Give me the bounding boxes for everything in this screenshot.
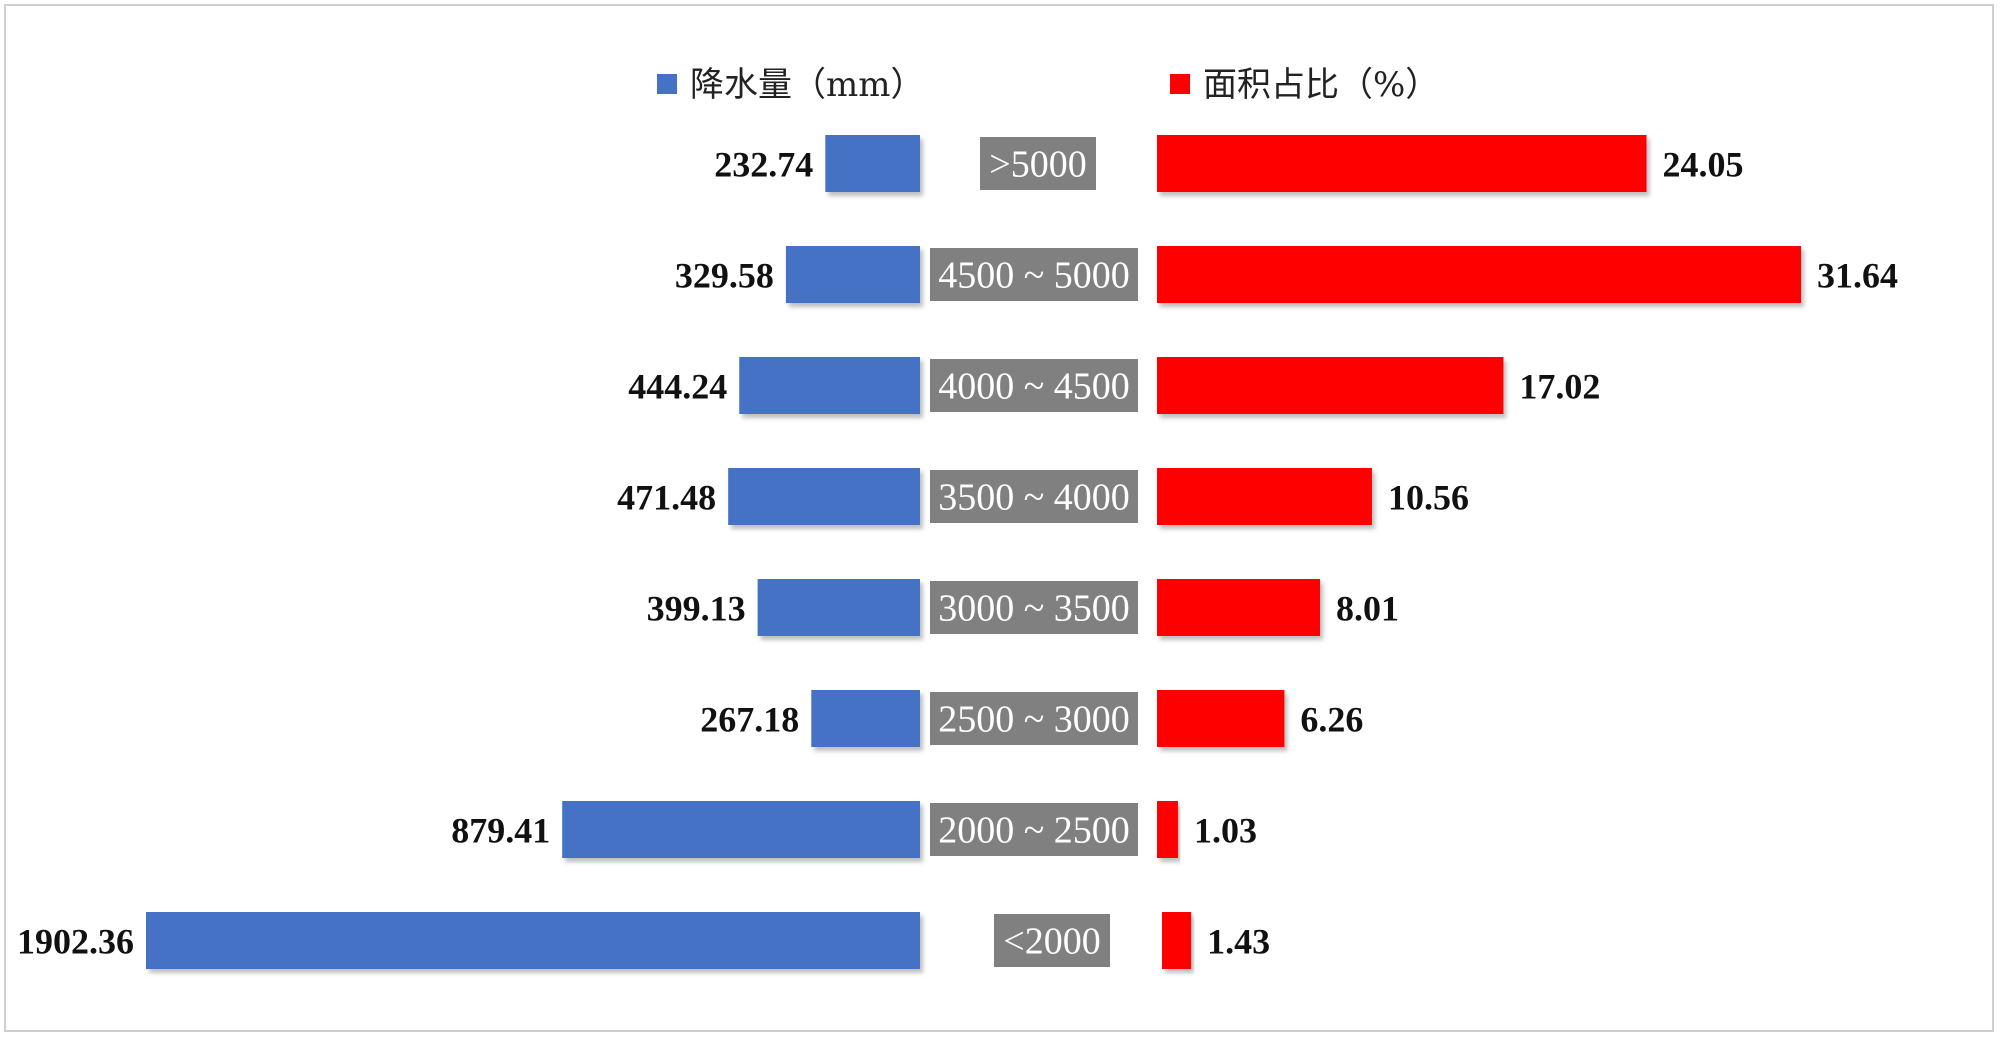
precipitation-bar — [785, 246, 920, 303]
area-share-bar — [1157, 468, 1372, 525]
precipitation-bar — [811, 690, 920, 747]
legend-label-precipitation: 降水量（mm） — [690, 65, 924, 105]
area-share-value-label: 17.02 — [1519, 367, 1600, 407]
precipitation-bar — [757, 579, 920, 636]
area-share-bar — [1157, 357, 1504, 414]
precipitation-value-label: 267.18 — [700, 700, 799, 740]
area-share-value-label: 10.56 — [1388, 478, 1469, 518]
category-label: >5000 — [989, 144, 1086, 186]
chart-row: 444.24 4000 ~ 4500 17.02 — [628, 357, 1600, 414]
chart-row: 329.58 4500 ~ 5000 31.64 — [675, 246, 1898, 303]
category-label: 4500 ~ 5000 — [938, 255, 1130, 297]
legend: 降水量（mm） 面积占比（%） — [657, 65, 1439, 105]
category-box — [930, 692, 1138, 745]
precipitation-value-label: 1902.36 — [17, 922, 134, 962]
category-box — [930, 248, 1138, 301]
precipitation-value-label: 232.74 — [714, 145, 813, 185]
precipitation-bar — [728, 468, 920, 525]
category-label: 3000 ~ 3500 — [938, 588, 1130, 630]
area-share-value-label: 6.26 — [1300, 700, 1363, 740]
legend-label-area-share: 面积占比（%） — [1203, 65, 1439, 105]
area-share-value-label: 24.05 — [1663, 145, 1744, 185]
category-label: 4000 ~ 4500 — [938, 366, 1130, 408]
category-label: 2500 ~ 3000 — [938, 699, 1130, 741]
area-share-bar — [1157, 801, 1178, 858]
area-share-bar — [1162, 912, 1192, 969]
category-box — [994, 914, 1110, 967]
precipitation-value-label: 399.13 — [647, 589, 746, 629]
category-box — [930, 581, 1138, 634]
chart-row: 399.13 3000 ~ 3500 8.01 — [647, 579, 1399, 636]
area-share-value-label: 31.64 — [1817, 256, 1898, 296]
area-share-bar — [1157, 690, 1285, 747]
category-box — [930, 803, 1138, 856]
area-share-value-label: 1.43 — [1207, 922, 1270, 962]
area-share-bar — [1157, 579, 1321, 636]
precipitation-bar — [739, 357, 920, 414]
precipitation-value-label: 329.58 — [675, 256, 774, 296]
chart-row: 879.41 2000 ~ 2500 1.03 — [451, 801, 1257, 858]
chart-row: 232.74 >5000 24.05 — [714, 135, 1744, 192]
category-label: 3500 ~ 4000 — [938, 477, 1130, 519]
area-share-bar — [1157, 135, 1647, 192]
precipitation-value-label: 444.24 — [628, 367, 727, 407]
chart-row: 267.18 2500 ~ 3000 6.26 — [700, 690, 1363, 747]
category-box — [980, 137, 1096, 190]
chart-row: 1902.36 <2000 1.43 — [17, 912, 1270, 969]
area-share-value-label: 1.03 — [1194, 811, 1257, 851]
category-label: <2000 — [1003, 921, 1100, 963]
precipitation-bar — [825, 135, 920, 192]
area-share-bar — [1157, 246, 1801, 303]
precipitation-bar — [562, 801, 920, 858]
legend-swatch-precipitation — [657, 74, 677, 94]
precipitation-value-label: 471.48 — [617, 478, 716, 518]
precipitation-bar — [146, 912, 920, 969]
category-box — [930, 470, 1138, 523]
precipitation-value-label: 879.41 — [451, 811, 550, 851]
legend-swatch-area-share — [1170, 74, 1190, 94]
chart-row: 471.48 3500 ~ 4000 10.56 — [617, 468, 1469, 525]
chart-rows: 232.74 >5000 24.05 329.58 4500 ~ 5000 31.64 44… — [17, 135, 1898, 969]
category-box — [930, 359, 1138, 412]
category-label: 2000 ~ 2500 — [938, 810, 1130, 852]
area-share-value-label: 8.01 — [1336, 589, 1399, 629]
